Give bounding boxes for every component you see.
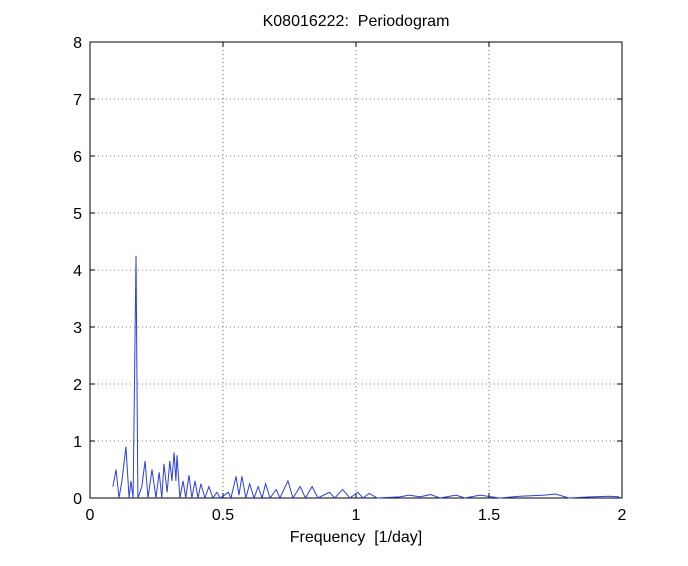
x-tick-label: 0.5 <box>212 507 234 524</box>
plot-frame <box>89 41 623 499</box>
y-tick-label: 7 <box>73 92 82 109</box>
x-axis-label: Frequency [1/day] <box>290 529 423 546</box>
y-tick-label: 3 <box>73 320 82 337</box>
y-tick-label: 1 <box>73 434 82 451</box>
line <box>112 255 620 500</box>
x-tick-label: 1 <box>352 507 361 524</box>
y-tick-label: 4 <box>73 263 82 280</box>
chart-title: K08016222: Periodogram <box>263 13 450 30</box>
y-tick-label: 5 <box>73 206 82 223</box>
y-tick-label: 8 <box>73 35 82 52</box>
x-tick-label: 1.5 <box>478 507 500 524</box>
y-tick-label: 6 <box>73 149 82 166</box>
y-tick-label: 2 <box>73 377 82 394</box>
x-tick-label: 2 <box>618 507 627 524</box>
y-tick-label: 0 <box>73 491 82 508</box>
x-tick-label: 0 <box>86 507 95 524</box>
